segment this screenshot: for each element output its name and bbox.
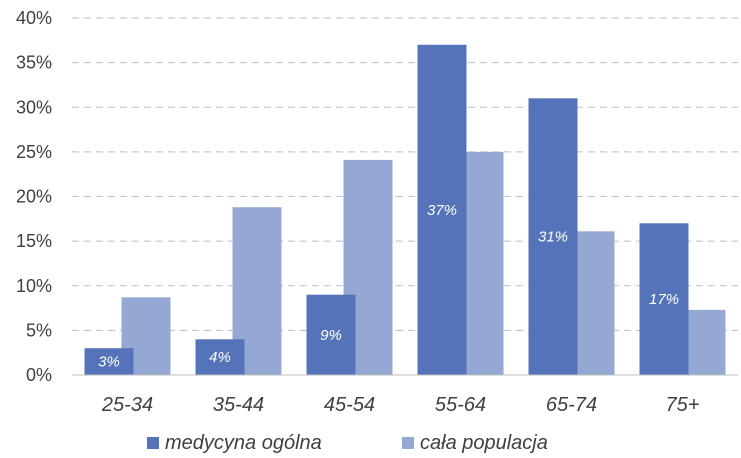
y-tick-label: 10%	[16, 276, 52, 296]
bar-medycyna-ogolna	[306, 294, 356, 375]
bar-medycyna-ogolna	[417, 44, 467, 376]
legend-label: medycyna ogólna	[165, 432, 322, 454]
y-tick-label: 35%	[16, 53, 52, 73]
data-label: 17%	[649, 291, 679, 308]
y-tick-label: 40%	[16, 8, 52, 28]
y-tick-label: 15%	[16, 231, 52, 251]
bar-medycyna-ogolna	[84, 348, 134, 375]
x-tick-label: 25-34	[101, 394, 153, 416]
bars	[84, 44, 726, 376]
legend: medycyna ogólna cała populacja	[147, 432, 548, 454]
data-label: 31%	[538, 229, 568, 246]
y-tick-label: 20%	[16, 187, 52, 207]
gridlines	[72, 17, 738, 331]
bar-medycyna-ogolna	[639, 223, 689, 375]
legend-label: cała populacja	[420, 432, 548, 454]
bar-medycyna-ogolna	[195, 339, 245, 375]
data-label: 3%	[98, 354, 120, 371]
x-tick-label: 65-74	[546, 394, 597, 416]
x-tick-label: 45-54	[324, 394, 375, 416]
bar-medycyna-ogolna	[528, 98, 578, 375]
data-label: 4%	[209, 349, 231, 366]
x-tick-label: 35-44	[213, 394, 264, 416]
x-tick-label: 55-64	[435, 394, 486, 416]
x-axis-ticks: 25-34 35-44 45-54 55-64 65-74 75+	[101, 394, 700, 416]
data-label: 9%	[320, 327, 342, 344]
x-tick-label: 75+	[666, 394, 700, 416]
y-tick-label: 25%	[16, 142, 52, 162]
data-label: 37%	[427, 202, 457, 219]
legend-swatch	[147, 437, 159, 449]
y-tick-label: 30%	[16, 97, 52, 117]
data-labels: 3% 4% 9% 37% 31% 17%	[98, 202, 679, 371]
y-axis-ticks: 0% 5% 10% 15% 20% 25% 30% 35% 40%	[16, 8, 52, 385]
y-tick-label: 5%	[26, 320, 52, 340]
legend-swatch	[402, 437, 414, 449]
y-tick-label: 0%	[26, 365, 52, 385]
